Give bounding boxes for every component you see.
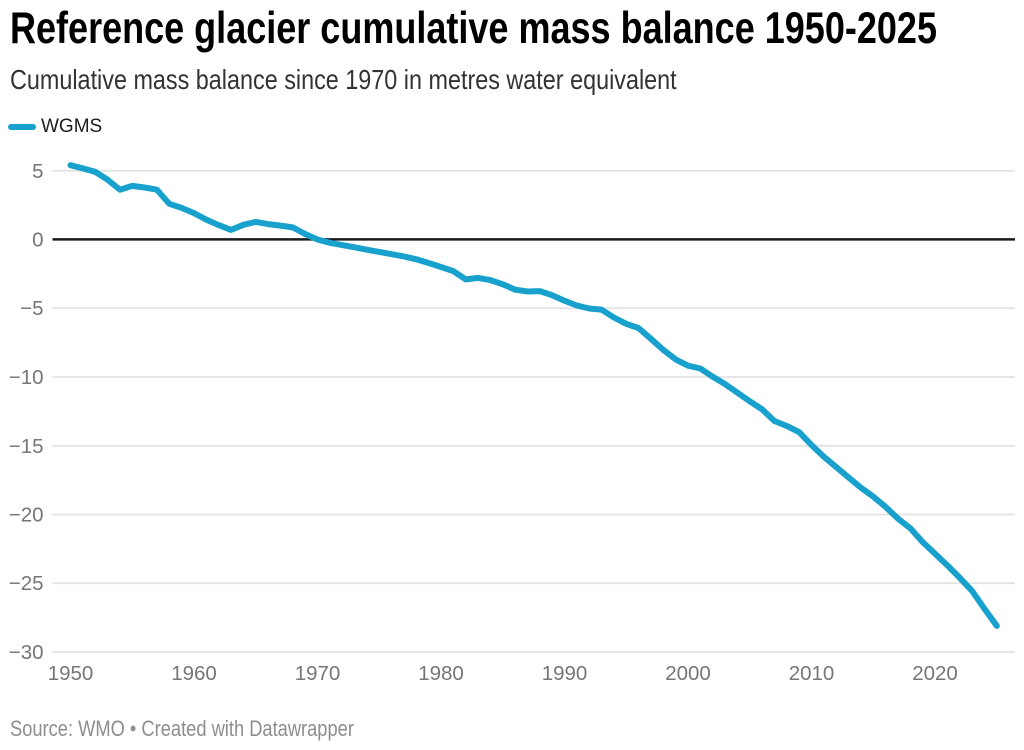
svg-text:1970: 1970 [295, 662, 341, 685]
svg-text:−10: −10 [9, 366, 44, 389]
svg-text:−25: −25 [9, 572, 44, 595]
svg-text:−30: −30 [9, 641, 44, 664]
svg-text:−20: −20 [9, 504, 44, 527]
svg-text:2000: 2000 [665, 662, 711, 685]
svg-text:1950: 1950 [48, 662, 94, 685]
svg-text:1960: 1960 [171, 662, 217, 685]
svg-text:5: 5 [32, 160, 43, 183]
svg-text:0: 0 [32, 229, 43, 252]
svg-text:1980: 1980 [418, 662, 464, 685]
svg-text:2020: 2020 [912, 662, 958, 685]
svg-text:−15: −15 [9, 435, 44, 458]
svg-text:1990: 1990 [542, 662, 588, 685]
svg-text:−5: −5 [20, 297, 43, 320]
svg-text:2010: 2010 [789, 662, 835, 685]
